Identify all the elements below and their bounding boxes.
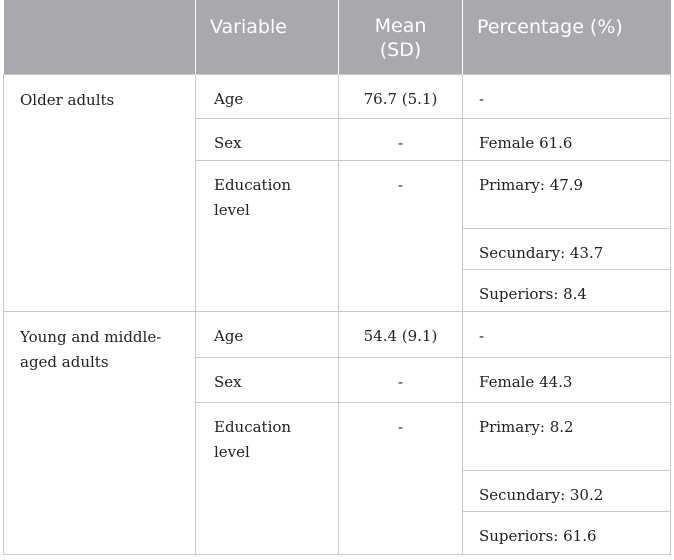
mean-education-level: - [338, 159, 463, 312]
table-row: Older adults Age 76.7 (5.1) - [3, 73, 671, 312]
variable-age: Age [195, 73, 339, 119]
header-variable: Variable [195, 0, 339, 74]
variable-education-level: Education level [195, 401, 339, 555]
variable-sex: Sex [195, 117, 339, 161]
percentage-age: - [462, 73, 671, 119]
percentage-primary: Primary: 47.9 [462, 159, 671, 229]
table-row: Education level - Primary: 47.9 [4, 159, 671, 312]
variable-sex: Sex [195, 356, 339, 403]
table-header-row: Variable Mean (SD) Percentage (%) [3, 0, 671, 74]
table-row: Education level - Primary: 8.2 [4, 401, 671, 555]
percentage-superiors: Superiors: 8.4 [462, 268, 671, 312]
variable-age: Age [195, 310, 339, 358]
header-mean-line1: Mean [374, 15, 427, 37]
table-row: Superiors: 8.4 [4, 268, 671, 312]
percentage-secundary: Secundary: 30.2 [462, 469, 671, 512]
mean-age: 54.4 (9.1) [338, 310, 463, 358]
header-percentage: Percentage (%) [462, 0, 671, 74]
table-row: Sex - Female 44.3 [4, 356, 671, 403]
table-row: Superiors: 61.6 [4, 510, 671, 555]
table-row: Young and middle-aged adults Age 54.4 (9… [3, 310, 671, 555]
percentage-sex: Female 44.3 [462, 356, 671, 403]
percentage-secundary: Secundary: 43.7 [462, 227, 671, 270]
percentage-primary: Primary: 8.2 [462, 401, 671, 471]
table-row: Secundary: 30.2 [4, 469, 671, 512]
group-label-young-middle-aged-adults: Young and middle-aged adults [3, 310, 196, 555]
mean-sex: - [338, 356, 463, 403]
mean-education-level: - [338, 401, 463, 555]
table-row: Sex - Female 61.6 [4, 117, 671, 161]
variable-education-level: Education level [195, 159, 339, 312]
percentage-sex: Female 61.6 [462, 117, 671, 161]
header-mean-line2: (SD) [379, 39, 422, 61]
percentage-age: - [462, 310, 671, 358]
header-mean: Mean (SD) [338, 0, 463, 74]
table-row: Secundary: 43.7 [4, 227, 671, 270]
mean-sex: - [338, 117, 463, 161]
header-group [3, 0, 196, 74]
demographics-table: Variable Mean (SD) Percentage (%) Older a… [3, 0, 671, 555]
percentage-superiors: Superiors: 61.6 [462, 510, 671, 555]
mean-age: 76.7 (5.1) [338, 73, 463, 119]
group-label-older-adults: Older adults [3, 73, 196, 312]
